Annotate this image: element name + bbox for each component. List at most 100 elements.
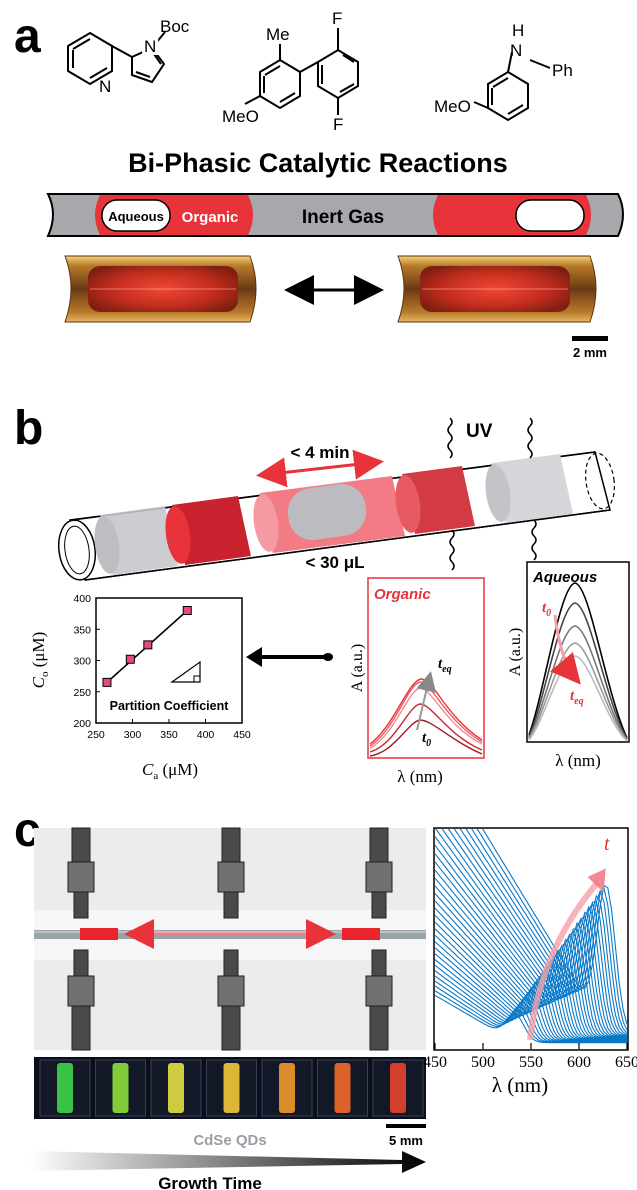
scale-bar-c-label: 5 mm	[389, 1133, 423, 1148]
partition-point	[125, 654, 135, 664]
organic-teq-label: teq	[438, 656, 452, 675]
qd-vial	[223, 1063, 240, 1113]
time-label: < 4 min	[290, 443, 349, 462]
aqueous-label: Aqueous	[108, 209, 164, 224]
qd-spectrum-plot: t 450 500 550 600 650	[423, 827, 637, 1071]
partition-xlabel: Ca (μM)	[142, 760, 198, 782]
time-double-arrow	[256, 449, 384, 488]
qd-xtick: 550	[519, 1054, 543, 1071]
molecule-boc-pyrrole	[67, 31, 166, 86]
qd-vial	[279, 1063, 295, 1113]
qd-spectrum-curve	[471, 829, 627, 1034]
phenyl-label: Ph	[552, 61, 573, 80]
qd-spectrum-curve	[435, 829, 627, 1038]
amine-h-label: H	[512, 21, 524, 40]
fluoro-top-label: F	[332, 9, 342, 28]
inert-gas-label: Inert Gas	[302, 207, 384, 228]
scale-bar-a-label: 2 mm	[573, 345, 607, 360]
partition-xtick: 350	[160, 729, 178, 741]
biphasic-title: Bi-Phasic Catalytic Reactions	[128, 148, 508, 178]
qd-vial	[390, 1063, 406, 1113]
qd-xticks: 450 500 550 600 650	[423, 1043, 637, 1071]
qd-xtick: 600	[567, 1054, 591, 1071]
qd-vial	[168, 1063, 184, 1113]
qd-vial	[57, 1063, 73, 1113]
qd-spectrum-curve	[482, 829, 627, 1025]
uv-rays	[447, 417, 537, 571]
aqueous-title: Aqueous	[532, 569, 597, 586]
tube-photo-right	[397, 255, 597, 323]
pyrrole-n-knockout: N	[144, 37, 156, 56]
amine-n-label: N	[510, 41, 522, 60]
partition-xtick: 400	[197, 729, 215, 741]
pyridine-n-label: N	[99, 77, 111, 96]
qd-xtick: 500	[471, 1054, 495, 1071]
partition-points	[102, 606, 192, 687]
partition-point	[182, 606, 192, 615]
methoxy-label-2: MeO	[222, 107, 259, 126]
uv-label: UV	[466, 421, 493, 442]
tube-3d	[57, 451, 616, 581]
qd-spectrum-curve	[435, 836, 627, 1038]
qd-spectrum-curve	[435, 844, 627, 1038]
panel-a-letter: a	[14, 10, 41, 63]
qd-label: CdSe QDs	[193, 1132, 266, 1149]
qd-spectrum-curve	[441, 829, 627, 1037]
panel-b-letter: b	[14, 402, 43, 455]
reactor-slug-left	[80, 928, 118, 940]
qd-t-label: t	[604, 833, 610, 855]
organic-xlabel: λ (nm)	[397, 767, 443, 786]
organic-label: Organic	[182, 209, 239, 226]
qd-vial	[112, 1063, 129, 1113]
growth-time-arrow	[30, 1151, 426, 1173]
molecule-aniline	[473, 51, 551, 122]
partition-xtick: 300	[124, 729, 142, 741]
aqueous-xlabel: λ (nm)	[555, 751, 601, 770]
qd-spectrum-curve	[435, 861, 627, 1039]
qd-spectrum-curve	[435, 885, 627, 1039]
partition-ytick: 300	[73, 656, 91, 668]
qd-spectrum-curve	[435, 853, 627, 1038]
aqueous-teq-label: teq	[570, 688, 584, 707]
partition-ytick: 250	[73, 687, 91, 699]
methoxy-label-3: MeO	[434, 97, 471, 116]
partition-ytick: 200	[73, 718, 91, 730]
aqueous-droplet-right	[515, 199, 585, 232]
qd-vial	[334, 1063, 351, 1113]
aqueous-ylabel: A (a.u.)	[507, 628, 524, 676]
aqueous-t0-label: t0	[542, 600, 551, 619]
organic-ylabel: A (a.u.)	[349, 644, 366, 692]
flow-tube-schematic	[46, 193, 624, 237]
partition-ylabel: Co (μM)	[29, 632, 51, 689]
pyrrole-n-label: N	[144, 37, 156, 56]
boc-label: Boc	[160, 17, 190, 36]
volume-label: < 30 μL	[305, 553, 364, 572]
qd-spectrum-curve	[465, 829, 627, 1036]
qd-xtick: 650	[615, 1054, 637, 1071]
methyl-label: Me	[266, 25, 290, 44]
tube-photo-left	[64, 255, 257, 323]
aqueous-droplet-left	[101, 199, 171, 232]
partition-caption: Partition Coefficient	[110, 699, 230, 713]
reactor-photo	[34, 827, 426, 1051]
qd-xlabel: λ (nm)	[492, 1073, 548, 1097]
slope-triangle	[170, 660, 201, 683]
qd-xtick: 450	[423, 1054, 447, 1071]
molecule-difluorobiaryl	[244, 28, 359, 115]
partition-xtick: 450	[233, 729, 251, 741]
qd-spectrum-curve	[435, 877, 627, 1039]
partition-point	[102, 677, 112, 687]
fluoro-bottom-label: F	[333, 115, 343, 134]
scale-bar-c	[386, 1124, 426, 1128]
organic-spectrum-plot: Organic teq t0	[367, 577, 485, 759]
partition-xtick: 250	[87, 729, 105, 741]
reactor-slug-right	[342, 928, 380, 940]
qd-spectrum-curve	[435, 869, 627, 1039]
partition-point	[143, 640, 153, 650]
organic-title: Organic	[374, 586, 431, 603]
aqueous-spectrum-plot: Aqueous t0 teq	[526, 561, 630, 743]
qd-spectrum-curve	[476, 829, 627, 1031]
